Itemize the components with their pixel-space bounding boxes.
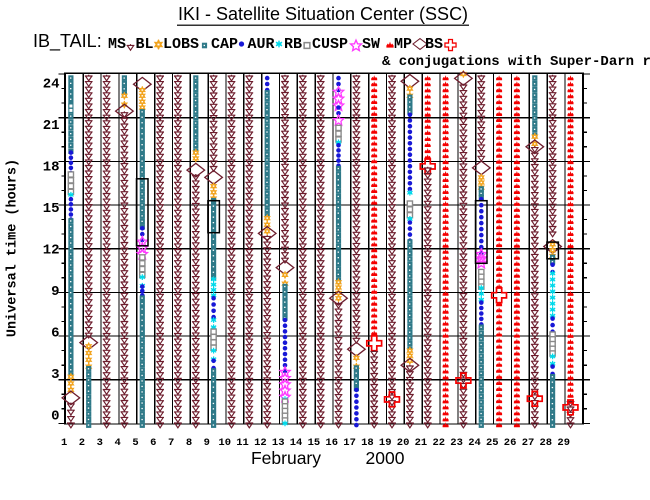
svg-text:15: 15: [308, 437, 321, 449]
svg-text:27: 27: [522, 437, 535, 449]
svg-text:12: 12: [254, 437, 267, 449]
svg-text:18: 18: [361, 437, 374, 449]
svg-text:24: 24: [468, 437, 481, 449]
svg-text:SW: SW: [362, 36, 380, 53]
svg-text:AUR: AUR: [248, 36, 275, 53]
svg-text:IB_TAIL:: IB_TAIL:: [33, 31, 102, 52]
svg-text:14: 14: [290, 437, 303, 449]
svg-text:9: 9: [51, 284, 59, 300]
svg-text:29: 29: [557, 437, 570, 449]
svg-text:February: February: [251, 448, 321, 468]
svg-text:18: 18: [43, 160, 60, 176]
svg-text:3: 3: [51, 367, 59, 383]
svg-text:IKI - Satellite Situation Cent: IKI - Satellite Situation Center (SSC): [178, 4, 468, 24]
svg-text:9: 9: [204, 437, 210, 449]
svg-text:23: 23: [450, 437, 463, 449]
svg-text:10: 10: [218, 437, 231, 449]
svg-text:5: 5: [132, 437, 138, 449]
svg-text:RB: RB: [284, 36, 302, 53]
svg-text:2000: 2000: [366, 448, 405, 468]
svg-text:CUSP: CUSP: [312, 36, 348, 53]
svg-text:Universal time (hours): Universal time (hours): [6, 159, 21, 337]
svg-text:16: 16: [325, 437, 338, 449]
svg-text:BS: BS: [425, 36, 443, 53]
svg-text:25: 25: [486, 437, 499, 449]
svg-text:MS: MS: [108, 36, 126, 53]
svg-text:21: 21: [415, 437, 428, 449]
svg-text:MP: MP: [394, 36, 412, 53]
svg-text:11: 11: [236, 437, 249, 449]
svg-text:22: 22: [432, 437, 445, 449]
svg-text:8: 8: [186, 437, 192, 449]
svg-text:15: 15: [43, 201, 60, 217]
svg-text:BL: BL: [136, 36, 154, 53]
svg-text:1: 1: [61, 437, 67, 449]
svg-text:19: 19: [379, 437, 392, 449]
svg-text:0: 0: [51, 408, 59, 424]
svg-text:2: 2: [79, 437, 85, 449]
svg-text:CAP: CAP: [211, 36, 238, 53]
svg-text:& conjugations with Super-Darn: & conjugations with Super-Darn radars: [382, 54, 650, 70]
svg-text:17: 17: [343, 437, 356, 449]
svg-text:13: 13: [272, 437, 285, 449]
svg-text:24: 24: [43, 77, 60, 93]
svg-text:26: 26: [504, 437, 517, 449]
svg-text:12: 12: [43, 242, 60, 258]
svg-text:20: 20: [397, 437, 410, 449]
svg-text:3: 3: [97, 437, 103, 449]
svg-text:6: 6: [51, 325, 59, 341]
svg-text:21: 21: [43, 118, 60, 134]
svg-text:6: 6: [150, 437, 156, 449]
svg-text:7: 7: [168, 437, 174, 449]
svg-text:4: 4: [114, 437, 120, 449]
svg-text:28: 28: [539, 437, 552, 449]
svg-text:LOBS: LOBS: [163, 36, 199, 53]
